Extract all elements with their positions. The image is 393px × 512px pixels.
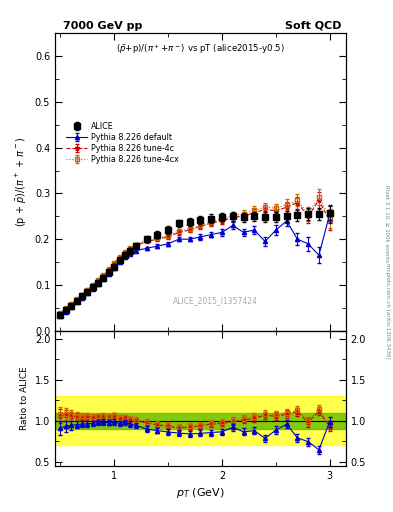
Text: $(\bar{p}$+p)/($\pi^+$+$\pi^-$) vs pT (alice2015-y0.5): $(\bar{p}$+p)/($\pi^+$+$\pi^-$) vs pT (a… [116, 42, 285, 56]
Bar [55, 413, 346, 429]
Bar [55, 396, 346, 445]
Legend: ALICE, Pythia 8.226 default, Pythia 8.226 tune-4c, Pythia 8.226 tune-4cx: ALICE, Pythia 8.226 default, Pythia 8.22… [65, 121, 180, 166]
Text: 7000 GeV pp: 7000 GeV pp [63, 20, 142, 31]
Text: Soft QCD: Soft QCD [285, 20, 342, 31]
Text: Rivet 3.1.10, ≥ 100k events: Rivet 3.1.10, ≥ 100k events [385, 185, 389, 263]
Y-axis label: (p + $\bar{p}$)/($\pi^+$ + $\pi^-$): (p + $\bar{p}$)/($\pi^+$ + $\pi^-$) [14, 137, 29, 227]
Text: ALICE_2015_I1357424: ALICE_2015_I1357424 [173, 296, 257, 306]
Y-axis label: Ratio to ALICE: Ratio to ALICE [20, 367, 29, 430]
Text: mcplots.cern.ch [arXiv:1306.3436]: mcplots.cern.ch [arXiv:1306.3436] [385, 263, 389, 359]
X-axis label: $p_T$ (GeV): $p_T$ (GeV) [176, 486, 225, 500]
